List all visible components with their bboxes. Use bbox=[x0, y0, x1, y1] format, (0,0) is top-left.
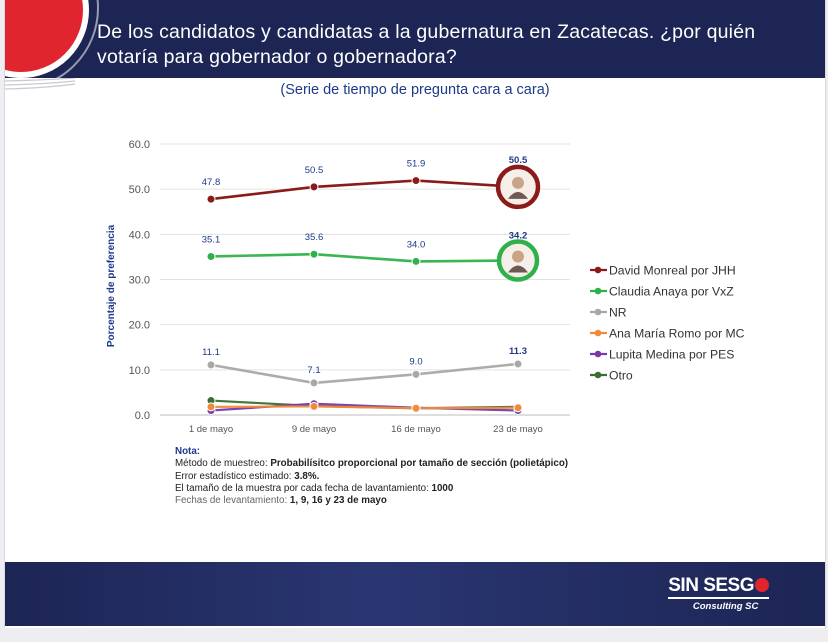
legend-swatch-marker bbox=[594, 287, 602, 295]
note-value: 3.8%. bbox=[294, 470, 320, 482]
note-value: 1000 bbox=[431, 482, 454, 494]
legend-swatch-marker bbox=[594, 350, 602, 358]
page-title: De los candidatos y candidatas a la gube… bbox=[97, 21, 756, 68]
note-label: El tamaño de la muestra por cada fecha d… bbox=[175, 482, 432, 494]
notes-title: Nota: bbox=[175, 446, 201, 457]
series-line bbox=[210, 252, 519, 263]
y-tick-label: 0.0 bbox=[135, 410, 150, 422]
x-tick-label: 16 de mayo bbox=[391, 424, 441, 435]
legend-label: Claudia Anaya por VxZ bbox=[609, 285, 734, 299]
data-point bbox=[513, 359, 523, 369]
data-point bbox=[411, 369, 421, 379]
data-point bbox=[206, 194, 216, 204]
data-point bbox=[206, 360, 216, 370]
data-point bbox=[309, 182, 319, 192]
note-label: Error estadístico estimado: bbox=[175, 470, 295, 482]
y-tick-label: 30.0 bbox=[129, 275, 150, 287]
data-label: 50.5 bbox=[305, 165, 324, 176]
brand-underline bbox=[668, 597, 769, 599]
header-bar: De los candidatos y candidatas a la gube… bbox=[5, 0, 825, 78]
logo-swoosh-lines bbox=[5, 78, 76, 90]
data-label: 34.2 bbox=[509, 231, 528, 242]
series-line bbox=[210, 362, 519, 385]
data-label: 9.0 bbox=[409, 356, 422, 367]
candidate-portrait-body-icon bbox=[508, 265, 528, 273]
note-sampling-method: Método de muestreo: Probabilísitco propo… bbox=[175, 458, 568, 470]
brand-name: SIN SESG bbox=[668, 576, 769, 596]
note-label: Método de muestreo: bbox=[175, 458, 271, 470]
slide-frame: De los candidatos y candidatas a la gube… bbox=[4, 0, 826, 628]
note-value: Probabilísitco proporcional por tamaño d… bbox=[270, 458, 569, 470]
data-point bbox=[309, 378, 319, 388]
legend-label: David Monreal por JHH bbox=[609, 264, 736, 278]
brand-o-dot-icon bbox=[755, 578, 769, 592]
data-point bbox=[309, 401, 319, 411]
methodology-notes: Nota: Método de muestreo: Probabilísitco… bbox=[175, 446, 568, 507]
brand-name-text: SIN SESG bbox=[668, 575, 754, 596]
footer-bar: SIN SESG Consulting SC bbox=[5, 562, 825, 626]
data-label: 47.8 bbox=[202, 177, 221, 188]
legend-swatch-marker bbox=[594, 329, 602, 337]
data-label: 34.0 bbox=[407, 239, 426, 250]
x-tick-label: 9 de mayo bbox=[292, 424, 336, 435]
legend-label: Ana María Romo por MC bbox=[609, 327, 745, 341]
y-axis-label: Porcentaje de preferencia bbox=[106, 224, 117, 347]
legend-swatch-marker bbox=[594, 371, 602, 379]
data-label: 51.9 bbox=[407, 159, 426, 170]
note-dates: Fechas de levantamiento: 1, 9, 16 y 23 d… bbox=[175, 495, 568, 507]
series-line bbox=[210, 405, 519, 410]
candidate-portrait-body-icon bbox=[508, 191, 528, 199]
y-tick-label: 60.0 bbox=[129, 139, 150, 151]
legend-label: Otro bbox=[609, 369, 633, 383]
brand-logo: SIN SESG Consulting SC bbox=[668, 576, 769, 612]
data-label: 35.1 bbox=[202, 234, 221, 245]
legend-swatch-marker bbox=[594, 308, 602, 316]
y-tick-label: 50.0 bbox=[129, 184, 150, 196]
chart-subtitle: (Serie de tiempo de pregunta cara a cara… bbox=[280, 82, 550, 98]
data-point bbox=[206, 402, 216, 412]
brand-subtitle: Consulting SC bbox=[692, 601, 759, 612]
data-label: 35.6 bbox=[305, 232, 324, 243]
candidate-portrait-head-icon bbox=[512, 176, 524, 189]
y-tick-label: 40.0 bbox=[129, 229, 150, 241]
data-point bbox=[411, 176, 421, 186]
x-tick-label: 1 de mayo bbox=[189, 424, 233, 435]
data-label: 11.1 bbox=[202, 347, 220, 358]
note-error: Error estadístico estimado: 3.8%. bbox=[175, 471, 568, 483]
note-label: Fechas de levantamiento: bbox=[175, 495, 290, 507]
data-point bbox=[411, 256, 421, 266]
data-label: 50.5 bbox=[509, 155, 528, 166]
line-chart: 0.0 10.0 20.0 30.0 40.0 50.0 60.0 1 de mayo 9 de… bbox=[106, 139, 745, 435]
legend-label: NR bbox=[609, 306, 627, 320]
x-tick-label: 23 de mayo bbox=[493, 424, 543, 435]
data-point bbox=[309, 249, 319, 259]
legend-label: Lupita Medina por PES bbox=[609, 348, 734, 362]
y-tick-label: 20.0 bbox=[129, 320, 150, 332]
y-tick-label: 10.0 bbox=[129, 365, 150, 377]
note-sample-size: El tamaño de la muestra por cada fecha d… bbox=[175, 483, 568, 495]
data-point bbox=[513, 403, 523, 413]
series-line bbox=[210, 179, 519, 201]
legend-swatch-marker bbox=[594, 266, 602, 274]
data-label: 11.3 bbox=[509, 346, 527, 357]
note-value: 1, 9, 16 y 23 de mayo bbox=[289, 495, 387, 507]
data-point bbox=[411, 403, 421, 413]
data-label: 7.1 bbox=[307, 365, 320, 376]
candidate-portrait-head-icon bbox=[512, 250, 524, 263]
data-point bbox=[206, 251, 216, 261]
